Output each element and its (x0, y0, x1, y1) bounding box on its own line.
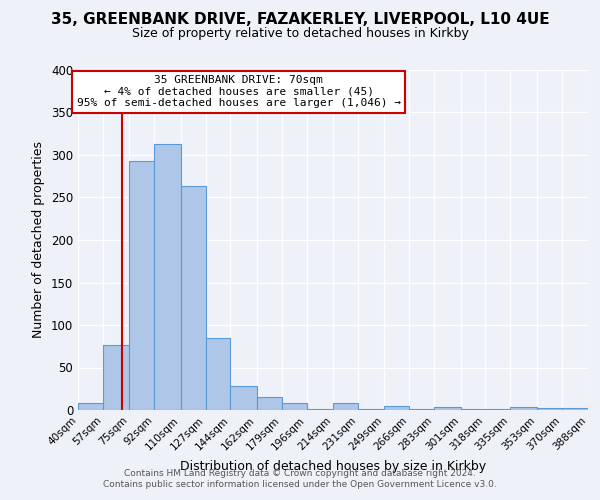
Text: 35 GREENBANK DRIVE: 70sqm
← 4% of detached houses are smaller (45)
95% of semi-d: 35 GREENBANK DRIVE: 70sqm ← 4% of detach… (77, 75, 401, 108)
Bar (103, 344, 129, 410)
Text: 35, GREENBANK DRIVE, FAZAKERLEY, LIVERPOOL, L10 4UE: 35, GREENBANK DRIVE, FAZAKERLEY, LIVERPO… (50, 12, 550, 28)
Bar (307, 409, 333, 410)
Bar (384, 406, 409, 410)
Bar (537, 408, 562, 410)
Text: Contains public sector information licensed under the Open Government Licence v3: Contains public sector information licen… (103, 480, 497, 489)
Y-axis label: Number of detached properties: Number of detached properties (32, 142, 46, 338)
Bar (562, 408, 588, 410)
Bar (78, 403, 103, 410)
Bar (409, 409, 434, 410)
Bar (154, 144, 181, 410)
Bar (230, 386, 257, 410)
Bar (129, 161, 154, 410)
X-axis label: Distribution of detached houses by size in Kirkby: Distribution of detached houses by size … (180, 460, 486, 473)
Bar (511, 408, 537, 410)
Bar (461, 409, 485, 410)
Text: Contains HM Land Registry data © Crown copyright and database right 2024.: Contains HM Land Registry data © Crown c… (124, 468, 476, 477)
Bar (434, 406, 461, 410)
Bar (257, 397, 282, 410)
Text: Size of property relative to detached houses in Kirkby: Size of property relative to detached ho… (131, 28, 469, 40)
Bar (282, 403, 307, 410)
Bar (485, 409, 511, 410)
Bar (205, 338, 230, 410)
Bar (333, 403, 358, 410)
Bar (181, 186, 205, 410)
Bar (358, 409, 384, 410)
